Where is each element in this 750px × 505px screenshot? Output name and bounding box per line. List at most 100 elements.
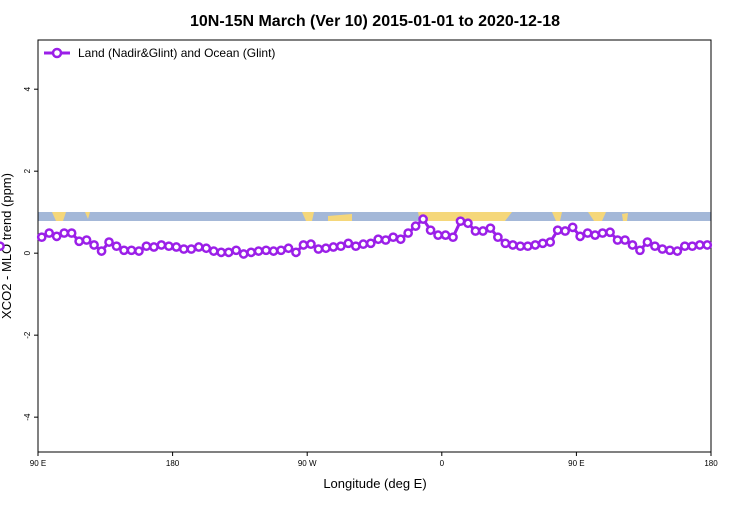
data-point [642, 237, 653, 247]
data-point [268, 246, 279, 256]
data-point [395, 234, 406, 245]
data-point [515, 241, 526, 252]
data-point [605, 227, 615, 238]
x-tick-label: 90 W [298, 459, 317, 468]
data-point [500, 238, 511, 249]
data-point [104, 237, 114, 247]
data-point [358, 239, 369, 250]
x-tick-label: 180 [704, 459, 718, 468]
data-point [283, 243, 294, 254]
data-point [665, 245, 675, 256]
data-point [530, 240, 541, 250]
data-point [552, 225, 563, 236]
legend-marker [51, 47, 63, 59]
data-point [388, 232, 399, 243]
data-point [111, 241, 122, 252]
data-point [343, 238, 354, 249]
data-point [410, 221, 421, 231]
data-point [156, 240, 167, 250]
data-point [560, 226, 571, 236]
data-point [298, 240, 309, 250]
data-point [590, 230, 600, 240]
data-point [208, 246, 219, 256]
data-point [694, 240, 705, 250]
x-axis-label: Longitude (deg E) [323, 476, 426, 491]
data-point [291, 247, 301, 258]
data-point [149, 242, 159, 252]
data-point [350, 241, 361, 252]
data-point [231, 245, 242, 256]
data-point [164, 241, 174, 252]
data-point [478, 226, 488, 236]
data-point [276, 245, 286, 256]
data-point [193, 242, 204, 252]
x-tick-label: 180 [166, 459, 180, 468]
data-point [89, 240, 99, 250]
land-patch [52, 212, 628, 221]
data-point [433, 230, 443, 240]
data-point [440, 230, 451, 240]
data-point [365, 238, 376, 249]
data-point [216, 247, 227, 258]
data-point [51, 231, 62, 242]
data-point [650, 241, 660, 252]
data-point [612, 235, 623, 245]
data-point [455, 216, 466, 227]
data-point [380, 235, 391, 245]
y-tick-label: -2 [23, 331, 32, 339]
data-point [463, 218, 473, 229]
data-point [620, 235, 630, 245]
land-mask [38, 212, 711, 221]
data-point [679, 241, 690, 252]
data-point [403, 228, 413, 238]
data-point [44, 228, 55, 238]
x-tick-label: 90 E [30, 459, 46, 468]
data-point [321, 243, 331, 254]
data-point [448, 232, 458, 243]
chart-title: 10N-15N March (Ver 10) 2015-01-01 to 202… [190, 13, 560, 30]
y-tick-label: -4 [23, 413, 32, 421]
data-point [470, 226, 481, 236]
data-point [313, 244, 324, 254]
data-point [246, 247, 256, 258]
data-point [253, 246, 264, 256]
data-point [507, 240, 518, 250]
data-point [59, 228, 70, 238]
data-point [36, 232, 47, 243]
data-point [223, 247, 234, 258]
data-point [582, 228, 593, 238]
data-point [597, 228, 608, 238]
data-point [702, 240, 713, 250]
data-point [418, 214, 428, 224]
data-point [74, 236, 84, 247]
data-point [201, 243, 212, 254]
data-point [373, 234, 384, 245]
plot-layer: 90 E 180 90 W 0 90 E 180 -4 -2 0 2 4 Land (Nadir&Gl… [0, 46, 718, 468]
data-point [238, 249, 249, 259]
data-point [493, 232, 503, 243]
data-point [627, 240, 638, 250]
data-point [545, 237, 556, 247]
data-point [96, 246, 107, 256]
data-point [537, 238, 548, 249]
data-point [306, 239, 316, 250]
data-point [81, 235, 92, 245]
data-point [126, 245, 137, 256]
y-tick-label: 0 [23, 250, 32, 255]
data-point [567, 222, 578, 233]
data-point [336, 241, 346, 252]
data-point [635, 245, 645, 256]
y-tick-label: 2 [23, 168, 32, 173]
x-tick-label: 0 [440, 459, 445, 468]
data-point [687, 241, 698, 252]
data-point [134, 246, 144, 256]
y-axis-label: XCO2 - MLO trend (ppm) [0, 173, 14, 319]
data-point [328, 242, 339, 252]
data-point [575, 231, 585, 242]
data-point [141, 241, 152, 252]
data-point [171, 242, 182, 252]
data-point [485, 223, 496, 234]
data-point [425, 225, 436, 236]
data-point [261, 245, 271, 256]
data-point [178, 244, 189, 254]
